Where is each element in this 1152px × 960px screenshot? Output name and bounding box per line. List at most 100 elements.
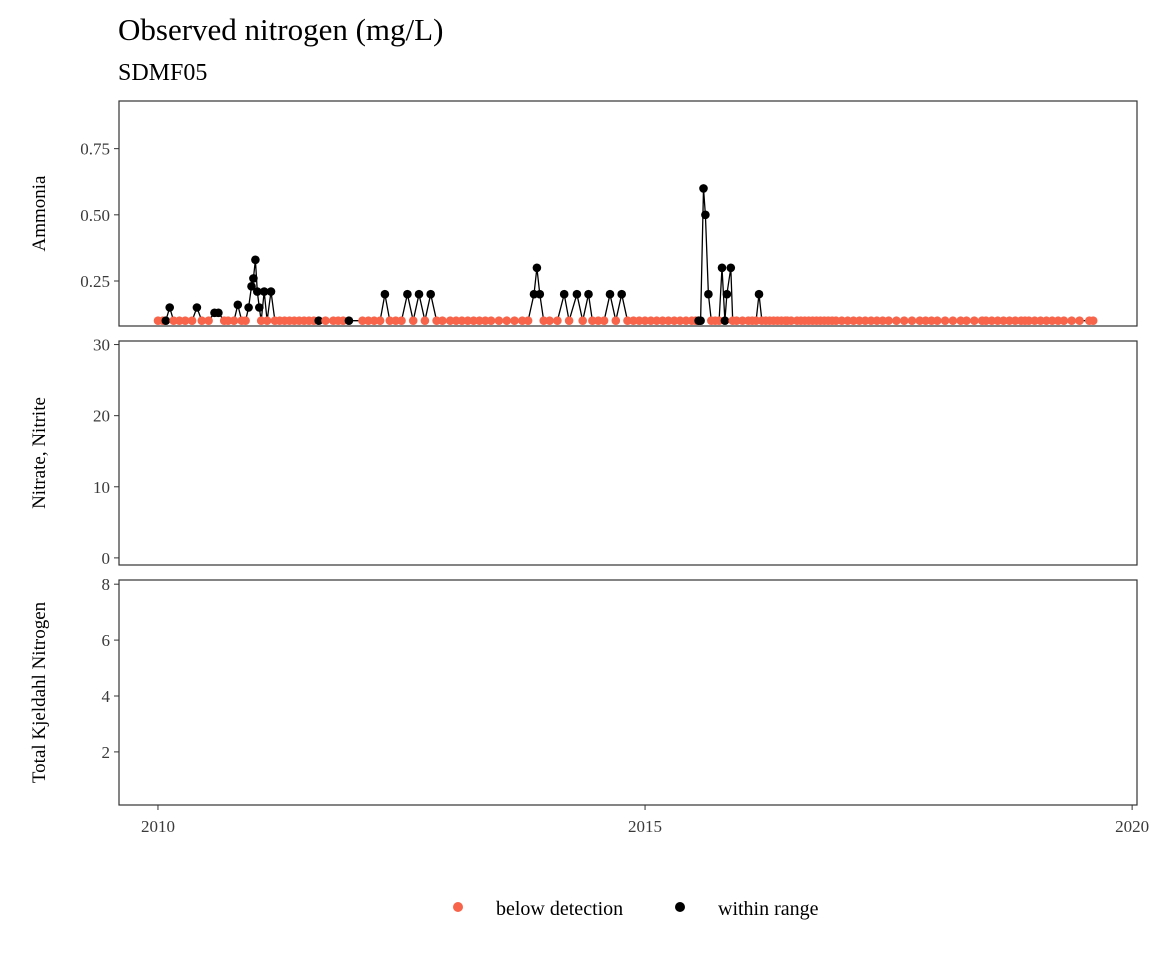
point-below-detection (860, 316, 870, 326)
point-within-range (722, 289, 732, 299)
panel-border (118, 100, 1138, 327)
point-below-detection (475, 316, 484, 326)
point-within-range (247, 282, 256, 291)
y-tick-label: 30 (93, 336, 110, 355)
legend-marker-within-range (675, 902, 685, 912)
point-below-detection (837, 316, 847, 326)
point-below-detection (369, 316, 379, 326)
y-tick-label: 10 (93, 478, 110, 497)
point-within-range (244, 303, 253, 312)
x-tick-label: 2015 (628, 817, 662, 836)
y-axis-title: Ammonia (29, 175, 50, 252)
point-below-detection (987, 316, 997, 326)
point-within-range (161, 316, 171, 326)
point-below-detection (523, 316, 533, 326)
point-within-range (535, 289, 545, 299)
point-below-detection (640, 316, 650, 326)
y-axis-title: Total Kjeldahl Nitrogen (29, 601, 50, 783)
point-within-range (192, 303, 202, 312)
point-below-detection (180, 316, 190, 326)
point-below-detection (940, 316, 950, 326)
point-below-detection (970, 316, 979, 326)
y-tick-label: 20 (93, 407, 110, 426)
panel-border (118, 579, 1138, 806)
point-below-detection (223, 316, 233, 326)
point-below-detection (486, 316, 496, 326)
panels-layer: 0.25 0.50 0.75 Ammonia 0 10 20 30 Nitrate, Nitri… (29, 100, 1138, 806)
point-within-range (259, 287, 269, 296)
point-below-detection (1030, 316, 1039, 326)
point-below-detection (204, 316, 213, 326)
x-axis: 2010 2015 2020 (141, 805, 1149, 836)
point-within-range (380, 289, 390, 299)
point-below-detection (229, 316, 239, 326)
point-below-detection (385, 316, 395, 326)
chart-subtitle: SDMF05 (118, 60, 208, 86)
point-within-range (314, 316, 324, 326)
point-below-detection (375, 316, 385, 326)
point-within-range (720, 316, 730, 326)
y-axis-title: Nitrate, Nitrite (29, 397, 50, 509)
x-tick-label: 2010 (141, 817, 175, 836)
point-below-detection (611, 316, 621, 326)
point-within-range (403, 289, 412, 299)
point-below-detection (197, 316, 207, 326)
point-within-range (704, 289, 713, 299)
point-below-detection (1075, 316, 1084, 326)
point-below-detection (1059, 316, 1069, 326)
point-within-range (559, 289, 569, 299)
point-below-detection (1047, 316, 1057, 326)
y-tick-label: 6 (102, 631, 111, 650)
point-within-range (249, 274, 258, 283)
panel-border (118, 340, 1138, 566)
point-below-detection (408, 316, 418, 326)
point-below-detection (578, 316, 587, 326)
point-below-detection (1067, 316, 1076, 326)
legend: below detection within range (453, 898, 819, 920)
point-within-range (617, 289, 626, 299)
point-below-detection (241, 316, 250, 326)
point-below-detection (623, 316, 632, 326)
y-tick-label: 8 (102, 575, 111, 594)
point-below-detection (933, 316, 942, 326)
point-within-range (233, 300, 243, 310)
point-below-detection (1010, 316, 1020, 326)
legend-label-within-range: within range (718, 898, 819, 920)
point-below-detection (999, 316, 1008, 326)
point-below-detection (397, 316, 406, 326)
point-below-detection (907, 316, 917, 326)
point-within-range (165, 303, 174, 312)
point-within-range (344, 316, 354, 326)
point-below-detection (187, 316, 197, 326)
point-within-range (717, 263, 727, 273)
point-below-detection (358, 316, 367, 326)
point-within-range (726, 263, 736, 273)
point-below-detection (438, 316, 447, 326)
point-below-detection (510, 316, 519, 326)
point-below-detection (420, 316, 430, 326)
y-tick-label: 2 (102, 743, 111, 762)
point-within-range (532, 263, 542, 273)
point-below-detection (948, 316, 958, 326)
point-below-detection (457, 316, 467, 326)
panel-2: 0 10 20 30 Nitrate, Nitrite (29, 336, 1138, 568)
point-within-range (605, 289, 615, 299)
point-below-detection (652, 316, 661, 326)
point-below-detection (884, 316, 893, 326)
point-within-range (699, 184, 708, 193)
point-below-detection (899, 316, 909, 326)
point-below-detection (921, 316, 930, 326)
point-below-detection (502, 316, 512, 326)
point-below-detection (664, 316, 673, 326)
point-below-detection (588, 316, 597, 326)
point-within-range (266, 287, 276, 296)
panel-1: 0.25 0.50 0.75 Ammonia (29, 100, 1138, 327)
point-below-detection (849, 316, 858, 326)
point-below-detection (675, 316, 685, 326)
point-below-detection (1088, 316, 1098, 326)
x-tick-label: 2020 (1115, 817, 1149, 836)
point-within-range (754, 289, 764, 299)
point-below-detection (494, 316, 504, 326)
point-within-range (572, 289, 582, 299)
